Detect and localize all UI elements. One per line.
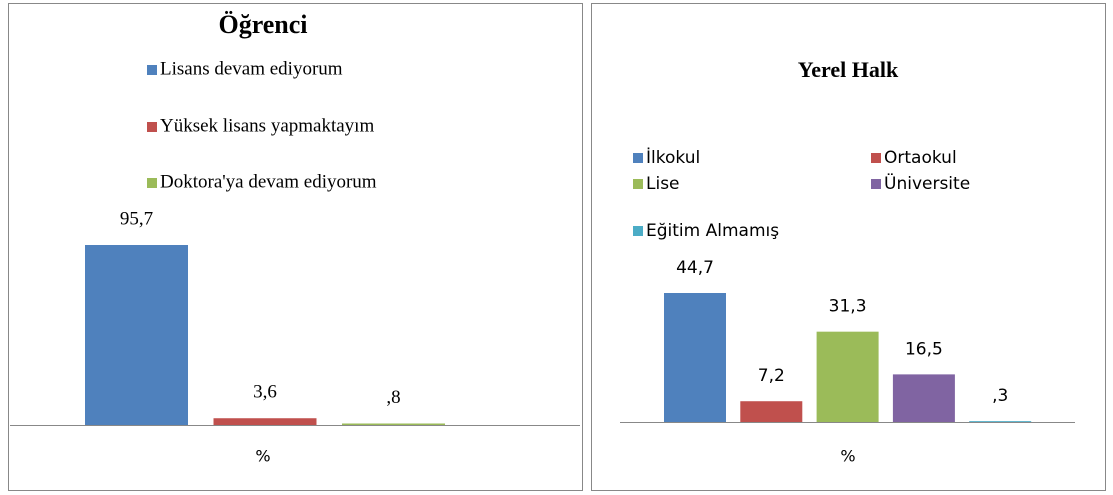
data-label: 7,2: [758, 366, 785, 386]
legend-swatch: [147, 178, 157, 188]
bar: [740, 401, 803, 422]
data-label: ,8: [386, 387, 400, 408]
legend-label: Eğitim Almamış: [646, 221, 779, 241]
legend-label: Üniversite: [884, 172, 970, 194]
x-tick-label: %: [255, 447, 270, 466]
bar: [213, 418, 317, 425]
legend-label: Ortaokul: [884, 148, 957, 168]
legend-label: İlkokul: [646, 147, 700, 168]
bar: [85, 245, 188, 425]
legend-label: Doktora'ya devam ediyorum: [160, 171, 377, 192]
data-label: ,3: [992, 386, 1008, 406]
legend-swatch: [147, 122, 157, 132]
bar: [892, 374, 955, 422]
legend-label: Lise: [646, 174, 680, 194]
chart-title: Yerel Halk: [798, 57, 899, 82]
data-label: 31,3: [829, 297, 867, 317]
legend-swatch: [633, 226, 643, 236]
bar: [342, 423, 445, 425]
bar: [664, 293, 726, 422]
legend-swatch: [871, 179, 881, 189]
legend-swatch: [871, 153, 881, 163]
bar: [816, 331, 879, 422]
legend-swatch: [633, 153, 643, 163]
legend-label: Lisans devam ediyorum: [160, 58, 343, 79]
chart-title: Öğrenci: [218, 10, 307, 39]
x-tick-label: %: [840, 447, 855, 466]
bar: [969, 421, 1032, 422]
data-label: 16,5: [905, 339, 943, 359]
data-label: 44,7: [676, 258, 714, 278]
legend-label: Yüksek lisans yapmaktayım: [160, 115, 374, 136]
data-label: 95,7: [120, 208, 153, 229]
data-label: 3,6: [253, 382, 277, 403]
legend-swatch: [147, 65, 157, 75]
legend-swatch: [633, 179, 643, 189]
